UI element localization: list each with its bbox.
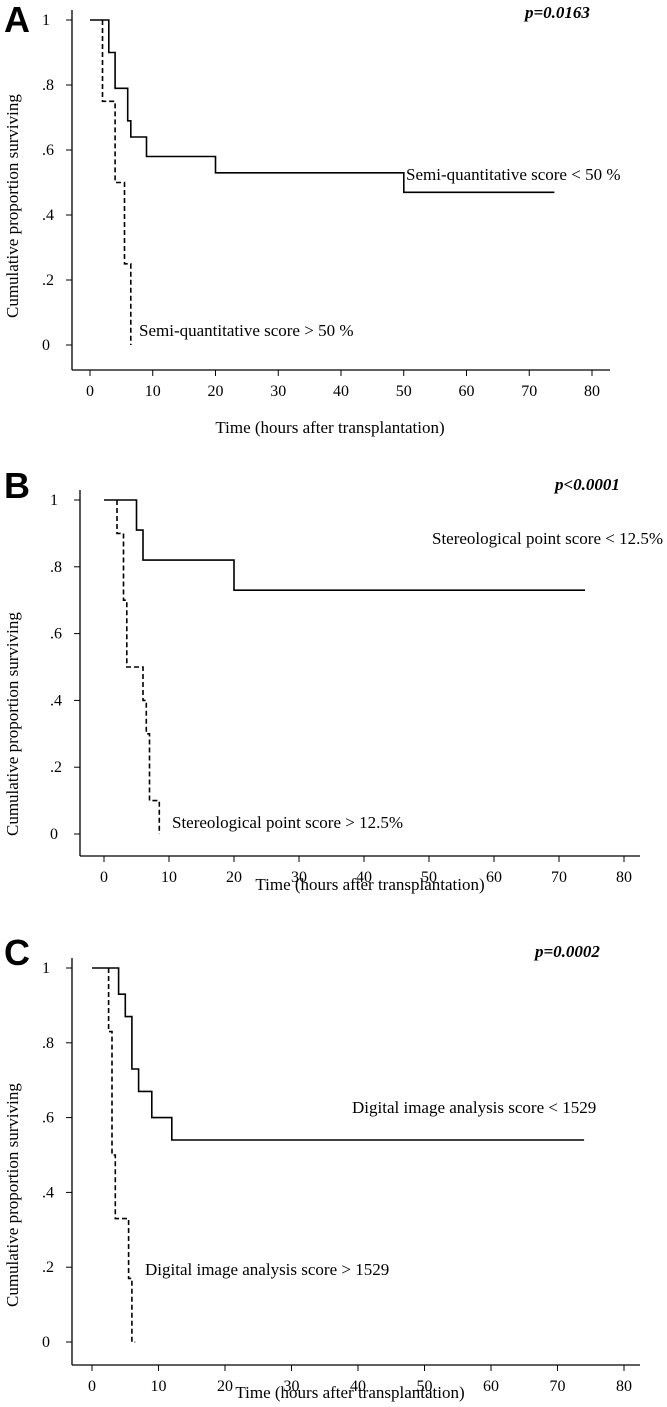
y-tick-label-c-2: .4 xyxy=(42,1184,54,1201)
series-label-c-solid: Digital image analysis score < 1529 xyxy=(352,1098,597,1117)
survival-curve-b-solid xyxy=(104,499,585,591)
x-tick-label-a-8: 80 xyxy=(584,383,600,400)
x-tick-label-a-6: 60 xyxy=(459,383,475,400)
x-tick-label-b-6: 60 xyxy=(486,869,502,886)
x-tick-label-b-2: 20 xyxy=(226,869,242,886)
y-tick-label-b-5: 1 xyxy=(50,492,58,509)
series-label-a-dashed: Semi-quantitative score > 50 % xyxy=(139,321,354,340)
panel-letter-c: C xyxy=(4,932,30,973)
x-tick-label-a-7: 70 xyxy=(521,383,537,400)
y-tick-label-b-1: .2 xyxy=(50,759,62,776)
y-tick-label-c-1: .2 xyxy=(42,1259,54,1276)
x-tick-label-c-7: 70 xyxy=(550,1378,566,1395)
y-tick-label-c-4: .8 xyxy=(42,1035,54,1052)
y-tick-label-c-0: 0 xyxy=(42,1334,50,1351)
x-axis-label-a: Time (hours after transplantation) xyxy=(215,418,445,437)
x-tick-label-b-3: 30 xyxy=(291,869,307,886)
y-tick-label-a-5: 1 xyxy=(42,12,50,29)
survival-curve-c-solid xyxy=(92,967,585,1141)
x-tick-label-a-1: 10 xyxy=(145,383,161,400)
survival-curve-a-dashed xyxy=(101,20,132,345)
plot-area-c: 0.2.4.6.810 10 20 30 40 50 60 70 80 xyxy=(42,958,640,1395)
x-tick-label-c-0: 0 xyxy=(88,1378,96,1395)
x-tick-label-b-1: 10 xyxy=(161,869,177,886)
series-label-a-solid: Semi-quantitative score < 50 % xyxy=(406,165,621,184)
x-axis-label-c: Time (hours after transplantation) xyxy=(235,1383,465,1402)
x-tick-label-c-8: 80 xyxy=(616,1378,632,1395)
y-axis-label-c: Cumulative proportion surviving xyxy=(3,1083,22,1307)
survival-curve-b-dashed xyxy=(116,500,161,834)
series-label-b-solid: Stereological point score < 12.5% xyxy=(432,529,664,548)
y-tick-label-a-1: .2 xyxy=(42,272,54,289)
y-tick-label-b-2: .4 xyxy=(50,692,62,709)
x-tick-label-c-4: 40 xyxy=(350,1378,366,1395)
x-tick-label-a-4: 40 xyxy=(333,383,349,400)
y-tick-label-a-0: 0 xyxy=(42,337,50,354)
x-tick-label-a-2: 20 xyxy=(208,383,224,400)
survival-curve-c-dashed xyxy=(107,968,136,1343)
y-tick-label-b-4: .8 xyxy=(50,559,62,576)
y-axis-label-b: Cumulative proportion surviving xyxy=(3,612,22,836)
x-tick-label-b-4: 40 xyxy=(356,869,372,886)
x-tick-label-c-5: 50 xyxy=(417,1378,433,1395)
p-value-b: p<0.0001 xyxy=(555,475,620,494)
x-tick-label-a-0: 0 xyxy=(86,383,94,400)
x-tick-label-c-1: 10 xyxy=(151,1378,167,1395)
series-label-b-dashed: Stereological point score > 12.5% xyxy=(172,813,404,832)
x-axis-label-b: Time (hours after transplantation) xyxy=(255,875,485,894)
x-tick-label-a-3: 30 xyxy=(270,383,286,400)
y-tick-label-c-5: 1 xyxy=(42,960,50,977)
y-tick-label-a-4: .8 xyxy=(42,77,54,94)
panel-letter-b: B xyxy=(4,465,30,506)
plot-area-b: 0.2.4.6.810 10 20 30 40 50 60 70 80 xyxy=(50,490,640,886)
x-tick-label-b-7: 70 xyxy=(551,869,567,886)
panel-c: 0.2.4.6.8 1 0 10 20 30 40 50 60 70 80 C p=0.0002 C… xyxy=(0,935,667,1407)
x-tick-label-c-2: 20 xyxy=(217,1378,233,1395)
x-tick-label-c-6: 60 xyxy=(483,1378,499,1395)
panel-letter-a: A xyxy=(4,0,30,40)
plot-area-a: 0.2.4.6.810 10 20 30 40 50 60 70 80 xyxy=(42,10,610,400)
x-tick-label-a-5: 50 xyxy=(396,383,412,400)
series-label-c-dashed: Digital image analysis score > 1529 xyxy=(145,1260,390,1279)
panel-a: 0.2.4.6.8 1 0 10 20 30 40 50 60 70 80 A p=0.0163 C… xyxy=(0,0,667,460)
y-tick-label-a-2: .4 xyxy=(42,207,54,224)
panel-b: 0.2.4.6.8 1 0 10 20 30 40 50 60 70 80 B p<0.0001 C… xyxy=(0,468,667,928)
x-tick-label-c-3: 30 xyxy=(284,1378,300,1395)
y-tick-label-c-3: .6 xyxy=(42,1110,54,1127)
x-tick-label-b-0: 0 xyxy=(100,869,108,886)
y-axis-label-a: Cumulative proportion surviving xyxy=(3,94,22,318)
y-tick-label-a-3: .6 xyxy=(42,142,54,159)
y-tick-label-b-3: .6 xyxy=(50,626,62,643)
survival-curve-a-solid xyxy=(90,19,555,194)
x-tick-label-b-8: 80 xyxy=(616,869,632,886)
p-value-c: p=0.0002 xyxy=(535,942,600,961)
x-tick-label-b-5: 50 xyxy=(421,869,437,886)
y-tick-label-b-0: 0 xyxy=(50,826,58,843)
p-value-a: p=0.0163 xyxy=(525,3,590,22)
